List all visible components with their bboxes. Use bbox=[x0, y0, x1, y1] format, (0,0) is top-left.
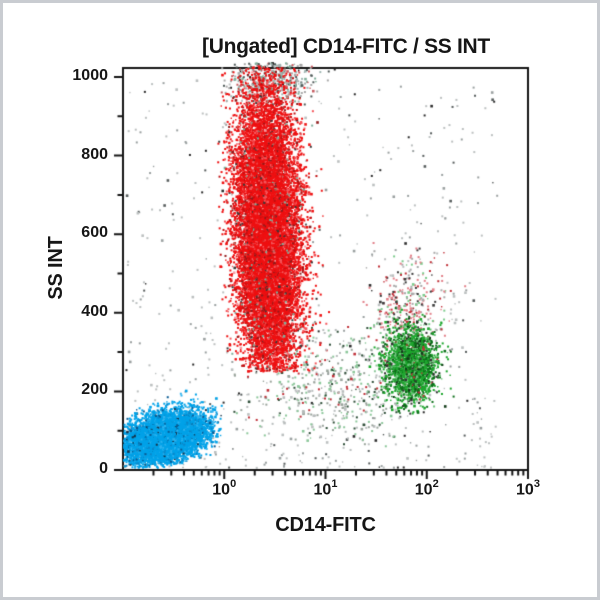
y-tick-label: 400 bbox=[81, 302, 108, 320]
y-tick-label: 800 bbox=[81, 145, 108, 163]
x-tick-label: 103 bbox=[516, 478, 540, 499]
y-tick-label: 200 bbox=[81, 381, 108, 399]
x-tick-label: 100 bbox=[212, 478, 237, 499]
y-tick-label: 600 bbox=[81, 224, 108, 242]
x-tick-label: 102 bbox=[414, 478, 439, 499]
x-tick-label: 101 bbox=[313, 478, 338, 499]
y-tick-label: 1000 bbox=[72, 67, 108, 84]
y-tick-label: 0 bbox=[99, 460, 108, 477]
x-axis-label: CD14-FITC bbox=[275, 514, 376, 536]
